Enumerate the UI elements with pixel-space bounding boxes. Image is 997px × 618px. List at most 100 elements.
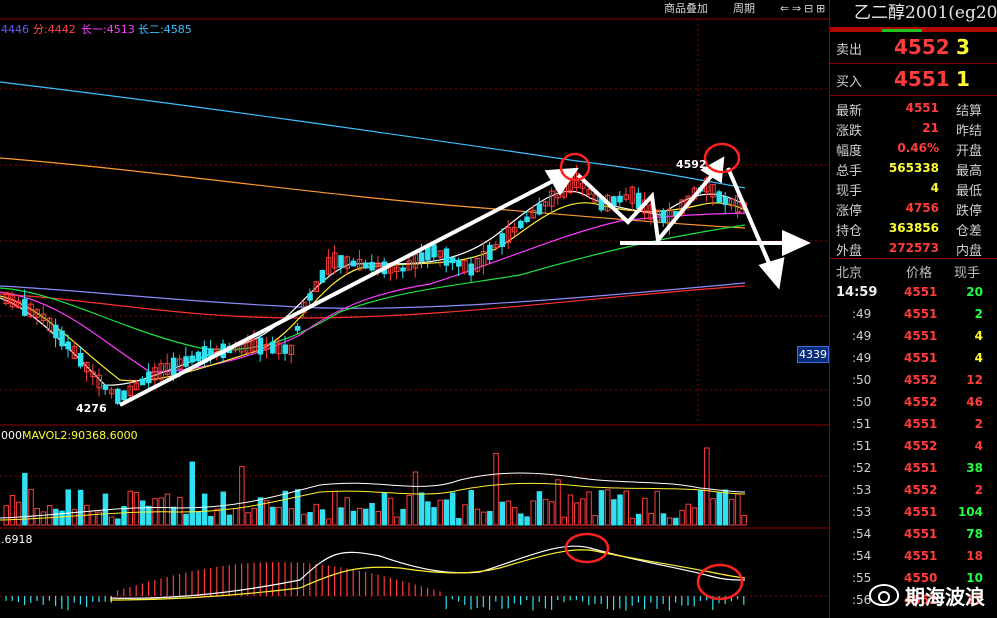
tick-row[interactable]: :53 4551 104 [830, 501, 997, 523]
volume-bar [34, 507, 40, 526]
volume-bar [493, 452, 499, 526]
volume-bar [90, 510, 96, 526]
quote-label-secondary: 最低 [956, 184, 983, 199]
tick-price: 4552 [904, 439, 938, 453]
volume-bar [418, 492, 425, 526]
volume-bar [685, 503, 691, 526]
tick-row[interactable]: :49 4551 4 [830, 347, 997, 369]
tick-row[interactable]: :55 4550 10 [830, 567, 997, 589]
candle-body [133, 382, 140, 391]
volume-bar [412, 471, 419, 526]
buy-qty: 1 [956, 67, 970, 91]
candle-body [28, 303, 34, 318]
tick-time: :50 [852, 373, 872, 387]
volume-bar [629, 517, 636, 526]
tick-price: 4551 [904, 549, 938, 563]
tick-time: :51 [852, 439, 872, 453]
tick-row[interactable]: :54 4551 18 [830, 545, 997, 567]
tick-row[interactable]: 14:59 4551 20 [830, 281, 997, 303]
volume-bar [245, 512, 251, 526]
volume-bar [722, 489, 729, 526]
scroll-right-icon[interactable]: ⇒ [792, 2, 802, 15]
period-button[interactable]: 周期 [733, 2, 755, 15]
tick-volume: 2 [974, 417, 983, 431]
zoom-out-icon[interactable]: ⊟ [804, 2, 814, 15]
candle-body [505, 226, 512, 243]
high-price-label: 4592 [676, 158, 707, 171]
tick-row[interactable]: :51 4551 2 [830, 413, 997, 435]
tick-row[interactable]: :50 4552 12 [830, 369, 997, 391]
quote-value: 0.46% [897, 141, 939, 155]
quote-row: 涨跌 21 昨结 [830, 118, 997, 139]
quote-label: 涨停 [836, 204, 863, 219]
candle-body [15, 300, 22, 308]
tick-table-header: 北京 价格 现手 [830, 258, 997, 281]
volume-bar [294, 489, 301, 526]
candle-body [716, 191, 722, 203]
legend-volume-a: 000 [1, 429, 22, 442]
candle-body [3, 292, 9, 304]
candle-body [437, 250, 443, 258]
volume-bar [369, 503, 375, 526]
candle-body [623, 194, 629, 200]
ma-green [0, 224, 746, 351]
tick-volume: 78 [966, 527, 983, 541]
volume-bar [728, 498, 735, 526]
candle-body [660, 210, 667, 223]
tick-row[interactable]: :52 4551 38 [830, 457, 997, 479]
candle-body [493, 244, 499, 249]
volume-bar [96, 511, 102, 526]
volume-bar [251, 507, 257, 526]
volume-bar [468, 490, 474, 526]
tick-price: 4552 [904, 373, 938, 387]
volume-bar [679, 509, 685, 526]
volume-bar [542, 498, 549, 526]
volume-bar [673, 517, 679, 526]
quote-label: 外盘 [836, 244, 863, 259]
trend-annotation-arrows [119, 156, 811, 407]
volume-bar [170, 506, 177, 526]
volume-bar [704, 447, 710, 526]
tick-volume: 4 [974, 439, 983, 453]
tick-row[interactable]: :56 4552 12 [830, 589, 997, 611]
tick-row[interactable]: :49 4551 4 [830, 325, 997, 347]
contract-title[interactable]: 乙二醇2001(eg2001) [830, 0, 997, 29]
quote-value: 4756 [905, 201, 939, 215]
volume-bar [499, 501, 505, 526]
candle-body [474, 257, 481, 272]
sell-order-row[interactable]: 卖出 4552 3 [830, 32, 997, 64]
candle-body [59, 330, 65, 347]
volume-bar [133, 492, 140, 526]
volume-bar [195, 511, 202, 526]
zoom-in-icon[interactable]: ⊞ [816, 2, 826, 15]
overlay-commodity-button[interactable]: 商品叠加 [664, 2, 708, 15]
buy-order-row[interactable]: 买入 4551 1 [830, 64, 997, 96]
tick-row[interactable]: :51 4552 4 [830, 435, 997, 457]
tick-price: 4551 [904, 527, 938, 541]
volume-bar [270, 506, 276, 526]
tick-row[interactable]: :49 4551 2 [830, 303, 997, 325]
tick-time: :56 [852, 593, 872, 607]
quote-panel: 乙二醇2001(eg2001) 卖出 4552 3 买入 4551 1 最新45… [829, 0, 997, 618]
volume-bar [456, 518, 462, 526]
candle-body [332, 252, 338, 269]
buy-price: 4551 [894, 67, 950, 91]
candle-body [195, 351, 202, 362]
volume-bar [183, 513, 189, 526]
volume-bar [189, 461, 195, 526]
tick-row[interactable]: :53 4552 2 [830, 479, 997, 501]
kline-chart-area[interactable]: 4446 分:4442 长一:4513 长二:4585 000 MAVOL2:9… [0, 0, 829, 618]
tick-table[interactable]: 14:59 4551 20:49 4551 2:49 4551 4:49 4551 4:50 45… [830, 281, 997, 611]
candle-body [288, 344, 295, 355]
volume-bar [425, 501, 431, 526]
candle-body [487, 244, 493, 260]
quote-value: 21 [922, 121, 939, 135]
tick-row[interactable]: :54 4551 78 [830, 523, 997, 545]
volume-bar [226, 514, 233, 526]
volume-bar [518, 513, 524, 526]
scroll-left-icon[interactable]: ⇐ [780, 2, 790, 15]
quote-value: 565338 [888, 161, 939, 175]
tick-row[interactable]: :50 4552 46 [830, 391, 997, 413]
moving-average-lines [0, 81, 746, 386]
candle-body [71, 346, 78, 360]
